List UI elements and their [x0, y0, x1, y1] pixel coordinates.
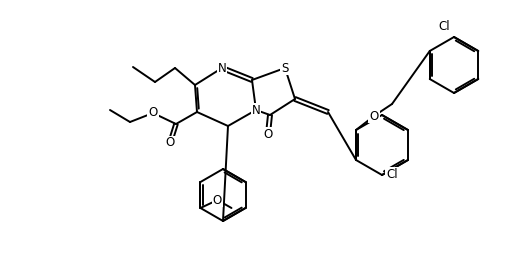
- Text: Cl: Cl: [386, 168, 398, 181]
- Text: N: N: [252, 104, 261, 116]
- Text: N: N: [218, 61, 226, 75]
- Text: O: O: [165, 137, 175, 150]
- Text: O: O: [213, 193, 222, 206]
- Text: O: O: [148, 107, 158, 119]
- Text: O: O: [369, 110, 378, 122]
- Text: O: O: [263, 128, 272, 141]
- Text: S: S: [281, 61, 288, 75]
- Text: Cl: Cl: [438, 20, 450, 33]
